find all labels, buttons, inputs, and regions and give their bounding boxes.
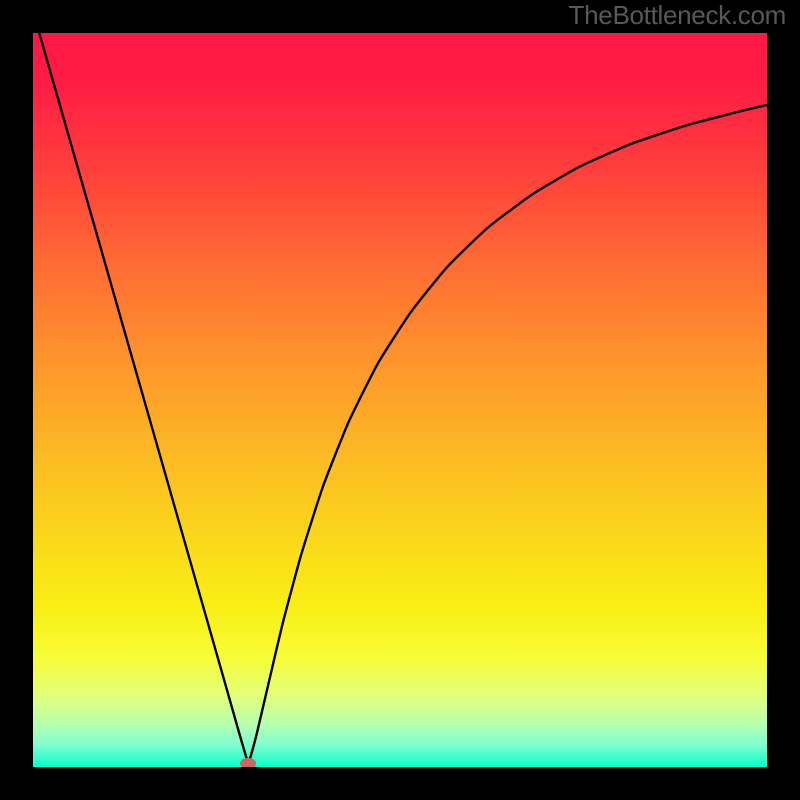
watermark-label: TheBottleneck.com [569, 0, 786, 31]
chart-container: TheBottleneck.com [0, 0, 800, 800]
chart-svg [0, 0, 800, 800]
